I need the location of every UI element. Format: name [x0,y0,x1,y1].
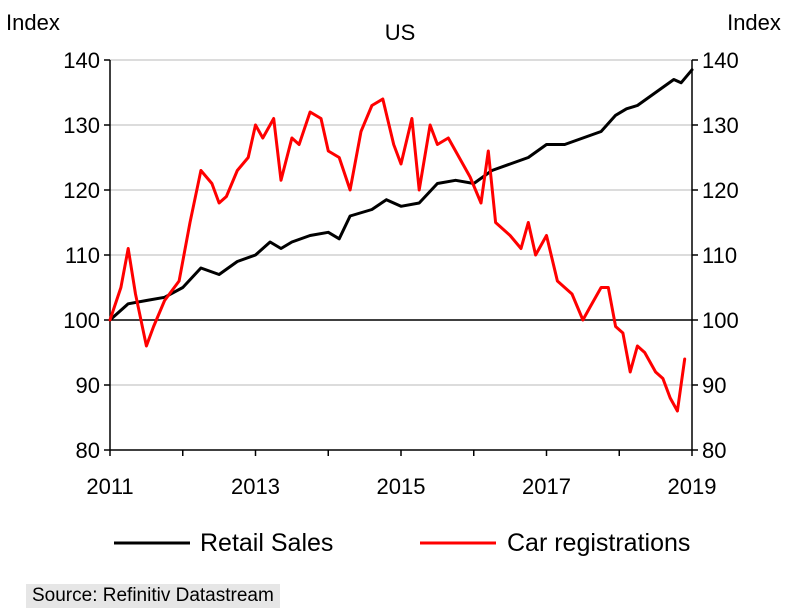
y-tick-right-120: 120 [702,178,739,203]
x-tick-2015: 2015 [377,474,426,499]
legend-label-car-registrations: Car registrations [507,529,690,557]
x-tick-2011: 2011 [86,474,133,499]
y-tick-left-140: 140 [63,48,100,73]
axes [104,59,698,456]
legend: Retail Sales Car registrations [114,529,690,557]
y-tick-right-100: 100 [702,308,739,333]
y-tick-left-80: 80 [76,438,100,463]
source-note: Source: Refinitiv Datastream [26,584,280,608]
series-line-retail-sales [108,68,694,322]
chart-title: US [385,20,416,45]
y-tick-left-130: 130 [63,113,100,138]
tick-labels: 80 80 90 90 100 100 110 110 120 120 130 130 140 140 20… [63,48,738,499]
series-line-car-registrations [108,97,687,413]
legend-label-retail-sales: Retail Sales [200,529,333,557]
y-tick-right-130: 130 [702,113,739,138]
y-tick-right-90: 90 [702,373,726,398]
y-axis-label-right: Index [727,10,781,35]
y-tick-left-90: 90 [76,373,100,398]
x-tick-2013: 2013 [231,474,280,499]
x-tick-2019: 2019 [668,474,717,499]
y-tick-right-110: 110 [702,243,737,268]
y-tick-left-120: 120 [63,178,100,203]
series-lines [108,68,694,413]
y-axis-label-left: Index [6,10,60,35]
y-tick-right-140: 140 [702,48,739,73]
y-tick-left-100: 100 [63,308,100,333]
y-tick-left-110: 110 [65,243,100,268]
x-tick-2017: 2017 [522,474,571,499]
y-tick-right-80: 80 [702,438,726,463]
gridlines [110,59,692,386]
